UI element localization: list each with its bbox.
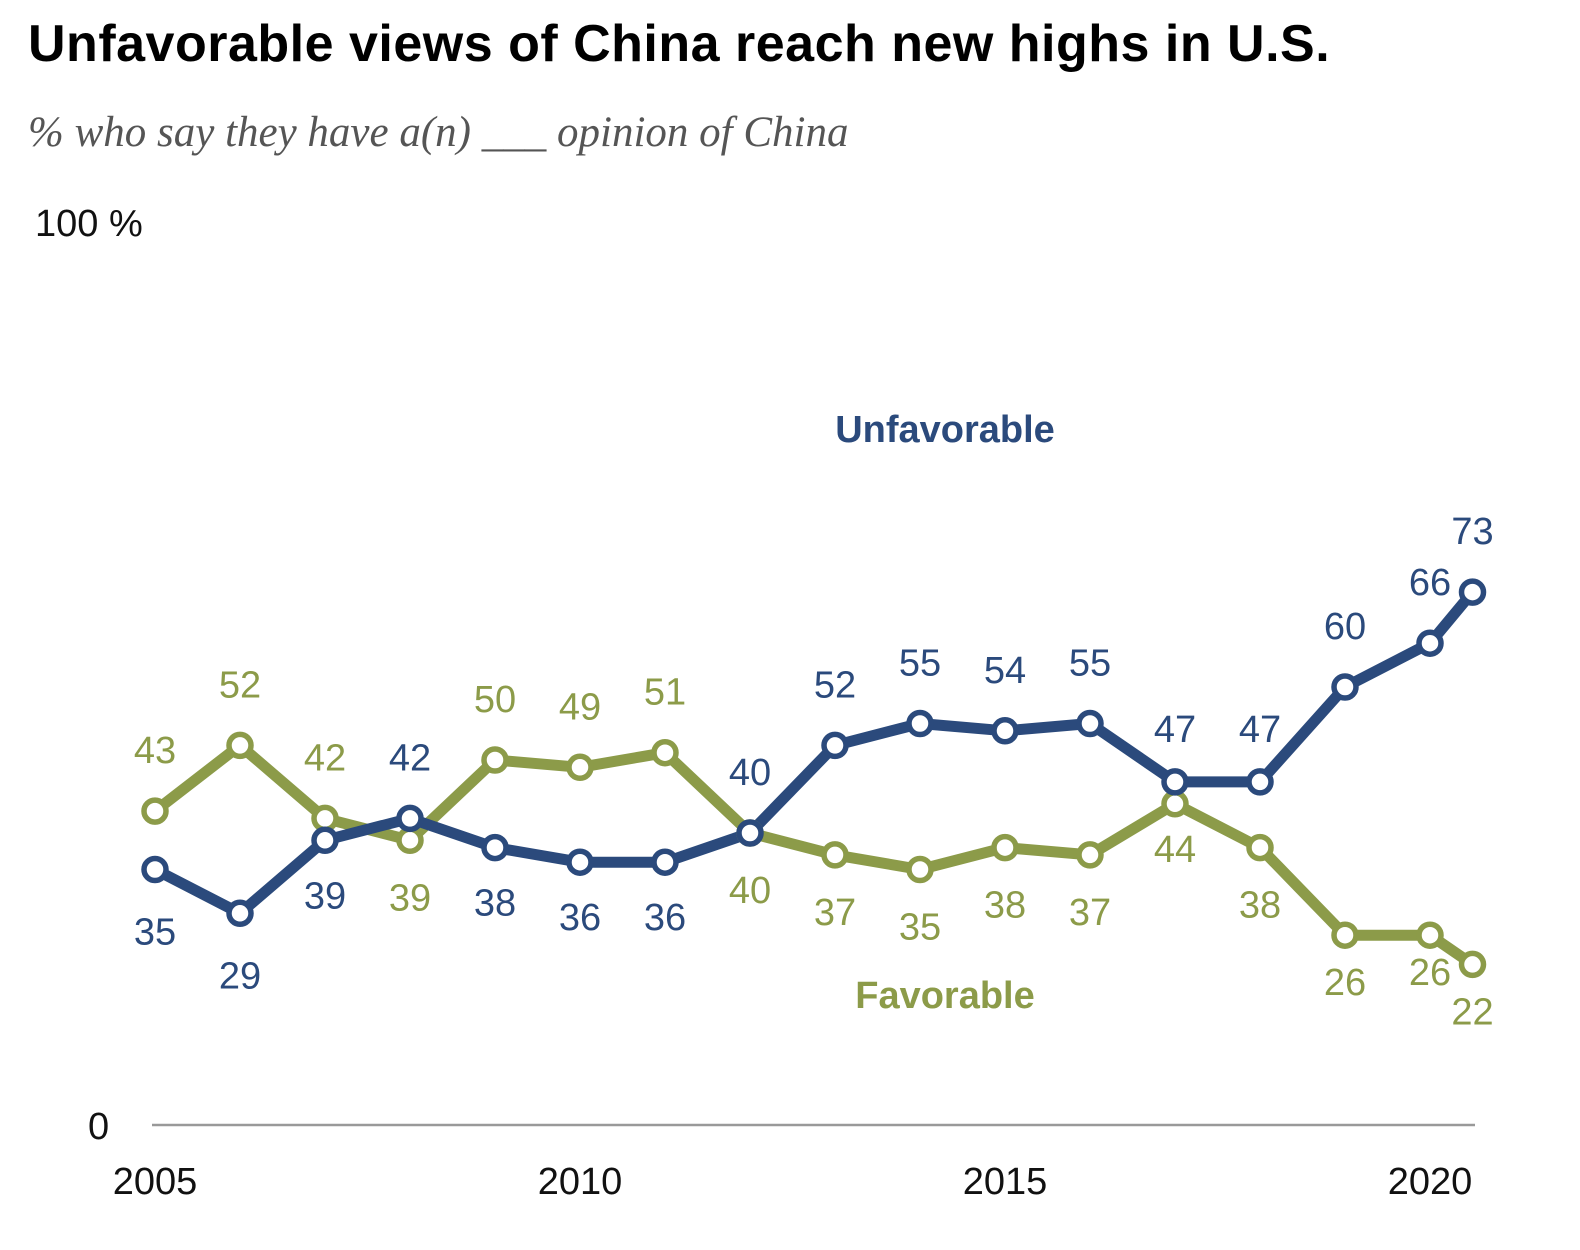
unfavorable-point	[1416, 629, 1444, 657]
unfavorable-data-label: 52	[814, 664, 856, 706]
unfavorable-data-label: 38	[474, 883, 516, 925]
unfavorable-data-label: 42	[389, 737, 431, 779]
favorable-series-label: Favorable	[855, 975, 1035, 1017]
unfavorable-point	[991, 717, 1019, 745]
unfavorable-point	[481, 833, 509, 862]
x-tick-label: 2010	[538, 1161, 623, 1203]
unfavorable-data-label: 36	[644, 897, 686, 939]
favorable-data-label: 50	[474, 679, 516, 721]
favorable-point	[991, 833, 1019, 862]
unfavorable-point	[651, 848, 679, 876]
chart-subtitle: % who say they have a(n) ___ opinion of …	[28, 109, 849, 156]
unfavorable-point	[1161, 768, 1189, 796]
unfavorable-data-label: 29	[219, 955, 261, 997]
favorable-point	[226, 731, 254, 760]
favorable-point	[1458, 950, 1487, 979]
favorable-data-label: 52	[219, 664, 261, 706]
unfavorable-data-label: 35	[134, 912, 176, 954]
favorable-point	[141, 797, 169, 825]
favorable-point	[1076, 841, 1104, 869]
chart-title: Unfavorable views of China reach new hig…	[28, 15, 1331, 73]
favorable-point	[1331, 921, 1359, 949]
x-tick-label: 2020	[1388, 1161, 1473, 1203]
favorable-data-label: 39	[389, 877, 431, 919]
unfavorable-data-label: 54	[984, 650, 1026, 692]
unfavorable-data-label: 55	[899, 643, 941, 685]
favorable-point	[1416, 921, 1444, 949]
favorable-point	[566, 753, 594, 782]
unfavorable-point	[906, 709, 934, 738]
favorable-data-label: 44	[1154, 829, 1196, 871]
favorable-data-label: 43	[134, 730, 176, 772]
unfavorable-point	[821, 731, 849, 760]
favorable-data-label: 37	[814, 892, 856, 934]
unfavorable-point	[1076, 709, 1104, 738]
favorable-data-label: 26	[1324, 962, 1366, 1004]
unfavorable-data-label: 55	[1069, 643, 1111, 685]
unfavorable-data-label: 36	[559, 897, 601, 939]
favorable-point	[481, 746, 509, 774]
favorable-data-label: 49	[559, 686, 601, 728]
favorable-point	[651, 738, 679, 767]
favorable-data-label: 42	[304, 737, 346, 779]
unfavorable-data-label: 66	[1409, 562, 1451, 604]
y-tick-label: 100 %	[35, 203, 143, 245]
favorable-data-label: 26	[1409, 952, 1451, 994]
favorable-data-label: 40	[729, 870, 771, 912]
unfavorable-point	[396, 804, 424, 833]
favorable-data-label: 37	[1069, 892, 1111, 934]
favorable-data-label: 51	[644, 672, 686, 714]
x-tick-label: 2015	[963, 1161, 1048, 1203]
favorable-point	[1246, 833, 1274, 862]
favorable-data-label: 22	[1451, 991, 1493, 1033]
y-tick-label: 0	[88, 1106, 109, 1148]
unfavorable-data-label: 73	[1451, 511, 1493, 553]
unfavorable-data-label: 39	[304, 875, 346, 917]
favorable-point	[396, 826, 424, 855]
favorable-data-label: 38	[984, 885, 1026, 927]
unfavorable-point	[566, 848, 594, 876]
unfavorable-point	[736, 819, 764, 847]
unfavorable-point	[1246, 768, 1274, 796]
unfavorable-data-label: 47	[1154, 709, 1196, 751]
favorable-data-label: 35	[899, 907, 941, 949]
unfavorable-point	[311, 826, 339, 855]
favorable-point	[311, 804, 339, 833]
unfavorable-point	[1458, 578, 1487, 606]
unfavorable-data-label: 60	[1324, 606, 1366, 648]
favorable-point	[821, 841, 849, 869]
favorable-data-label: 38	[1239, 885, 1281, 927]
favorable-point	[906, 855, 934, 884]
unfavorable-point	[1331, 673, 1359, 701]
unfavorable-data-label: 47	[1239, 709, 1281, 751]
unfavorable-series-label: Unfavorable	[835, 409, 1055, 451]
unfavorable-data-label: 40	[729, 752, 771, 794]
unfavorable-point	[141, 855, 169, 884]
favorable-point	[1161, 790, 1189, 818]
x-tick-label: 2005	[113, 1161, 198, 1203]
unfavorable-point	[226, 899, 254, 928]
